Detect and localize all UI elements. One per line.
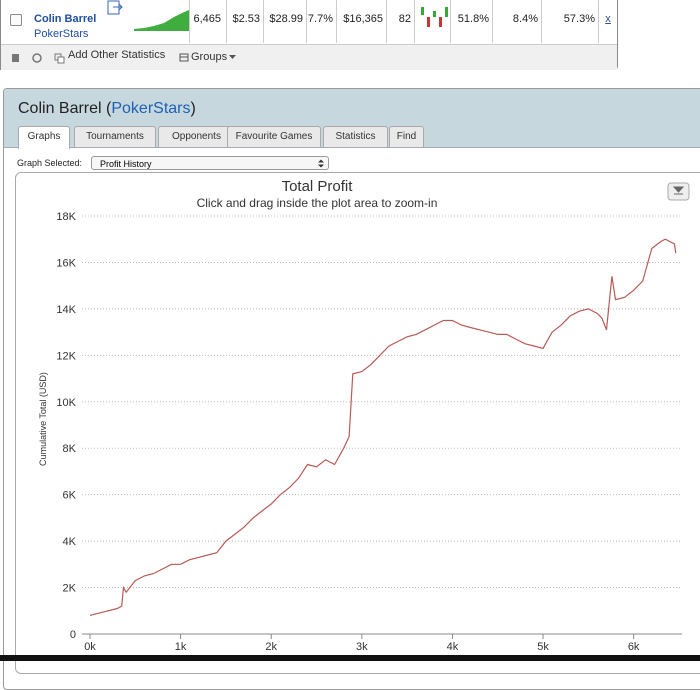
y-tick-label: 10K (56, 397, 76, 409)
stat-cell: 6,465 (189, 0, 224, 43)
panel-header: Colin Barrel (PokerStars) Graphs Tourname… (4, 89, 700, 149)
player-site[interactable]: PokerStars (34, 28, 89, 40)
x-tick-label: 5k (537, 641, 549, 653)
y-tick-label: 2K (63, 583, 77, 595)
y-tick-label: 0 (70, 629, 76, 641)
line-series (89, 238, 677, 616)
tab[interactable]: Favourite Games (227, 126, 321, 147)
x-tick-label: 1k (175, 641, 187, 653)
stat-cell: 82 (386, 0, 414, 43)
title-close: ) (190, 100, 196, 117)
x-tick-label: 0k (84, 641, 96, 653)
groups-icon (179, 53, 189, 62)
streak-icon (421, 7, 448, 27)
tab[interactable]: Statistics (323, 126, 388, 147)
chart-title: Total Profit (282, 178, 354, 195)
graph-selected-label: Graph Selected: (17, 158, 83, 168)
chart-box: Total Profit Click and drag inside the p… (15, 172, 700, 674)
sparkline (134, 10, 189, 31)
title-name: Colin Barrel ( (18, 100, 112, 117)
player-name[interactable]: Colin Barrel (34, 13, 97, 25)
toolbar: Add Other Statistics Groups (1, 44, 617, 70)
graph-select[interactable]: Profit History (91, 156, 329, 170)
graph-select-value: Profit History (100, 159, 152, 169)
y-tick-label: 4K (63, 536, 77, 548)
dropdown-arrow (229, 55, 236, 59)
groups[interactable]: Groups (191, 51, 228, 63)
streak-cell (414, 0, 450, 43)
y-tick-label: 18K (56, 211, 76, 223)
stat-cell: $16,365 (336, 0, 386, 43)
remove-link[interactable]: x (598, 0, 617, 43)
download-button[interactable] (667, 182, 690, 201)
stat-cell: $2.53 (226, 0, 263, 43)
x-tick-label: 6k (628, 641, 640, 653)
title-site[interactable]: PokerStars (111, 100, 191, 117)
y-tick-label: 14K (56, 304, 76, 316)
bottom-edge (0, 655, 700, 661)
tab[interactable]: Tournaments (74, 126, 156, 147)
stat-cell: 7.7% (306, 0, 336, 43)
chart-subtitle: Click and drag inside the plot area to z… (197, 196, 438, 210)
add-stats[interactable]: Add Other Statistics (68, 49, 166, 61)
chart: Total Profit Click and drag inside the p… (38, 178, 690, 653)
x-tick-label: 2k (265, 641, 277, 653)
player-table: Colin Barrel PokerStars 6,465 $2.53 $28.99… (0, 0, 618, 70)
y-tick-label: 16K (56, 257, 76, 269)
stat-cell: 8.4% (492, 0, 541, 43)
stat-cell: 51.8% (450, 0, 492, 43)
tab[interactable]: Graphs (18, 126, 70, 149)
select-arrows (318, 159, 324, 168)
stat-cell: $28.99 (263, 0, 306, 43)
x-tick-label: 3k (356, 641, 368, 653)
toolbar-icons[interactable] (11, 52, 71, 64)
tab[interactable]: Find (389, 126, 424, 147)
y-tick-label: 12K (56, 350, 76, 362)
y-axis-title: Cumulative Total (USD) (38, 372, 48, 466)
x-tick-label: 4k (447, 641, 459, 653)
row-checkbox[interactable] (10, 14, 22, 26)
export-icon[interactable] (106, 0, 124, 17)
tab[interactable]: Opponents (158, 126, 235, 147)
stat-cell: 57.3% (541, 0, 598, 43)
panel-title: Colin Barrel (PokerStars) (18, 100, 196, 118)
y-tick-label: 8K (63, 443, 77, 455)
y-tick-label: 6K (63, 490, 77, 502)
